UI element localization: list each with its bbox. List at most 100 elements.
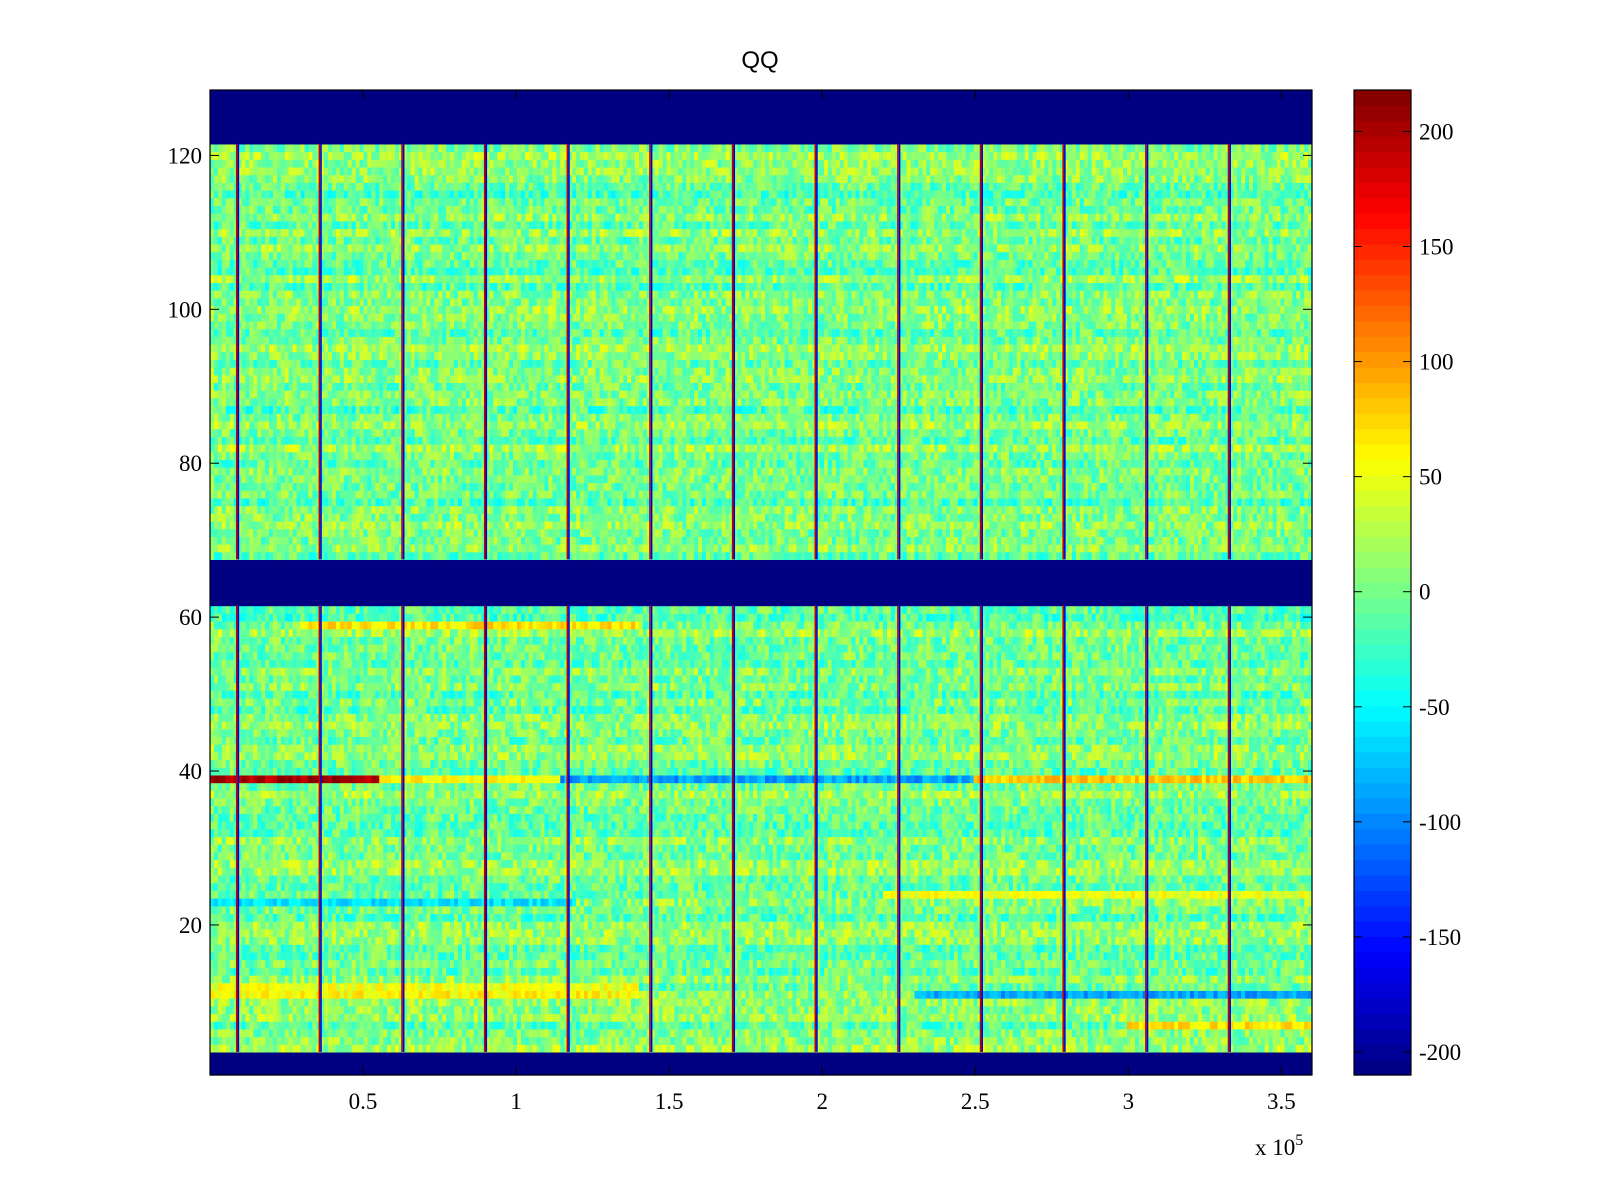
heatmap-cell bbox=[812, 1013, 817, 1022]
heatmap-cell bbox=[949, 990, 955, 999]
heatmap-cell bbox=[288, 951, 294, 961]
heatmap-cell bbox=[414, 1013, 420, 1022]
heatmap-cell bbox=[572, 959, 577, 968]
heatmap-cell bbox=[501, 967, 506, 976]
heatmap-cell bbox=[851, 1021, 856, 1030]
heatmap-cell bbox=[670, 990, 675, 999]
heatmap-cell bbox=[1252, 944, 1258, 953]
heatmap-cell bbox=[938, 1044, 943, 1053]
heatmap-cell bbox=[910, 936, 915, 945]
heatmap-cell bbox=[615, 998, 620, 1007]
heatmap-cell bbox=[1103, 959, 1108, 968]
heatmap-cell bbox=[918, 944, 923, 953]
heatmap-cell bbox=[642, 944, 648, 953]
heatmap-cell bbox=[556, 1036, 561, 1045]
heatmap-cell bbox=[473, 921, 479, 930]
heatmap-cell bbox=[1095, 959, 1100, 968]
heatmap-cell bbox=[261, 1021, 266, 1030]
heatmap-cell bbox=[1079, 990, 1085, 999]
heatmap-cell bbox=[1083, 982, 1089, 991]
heatmap-cell bbox=[1268, 1036, 1274, 1045]
heatmap-cell bbox=[497, 1005, 502, 1015]
heatmap-cell bbox=[461, 967, 467, 976]
heatmap-cell bbox=[422, 1005, 427, 1015]
heatmap-cell bbox=[1048, 967, 1053, 976]
heatmap-cell bbox=[1217, 959, 1222, 968]
heatmap-cell bbox=[1150, 921, 1156, 930]
heatmap-cell bbox=[1036, 1036, 1041, 1045]
heatmap-cell bbox=[768, 1005, 774, 1015]
heatmap-cell bbox=[867, 936, 872, 945]
heatmap-cell bbox=[217, 990, 223, 999]
heatmap-cell bbox=[1217, 936, 1222, 945]
heatmap-cell bbox=[320, 967, 325, 976]
heatmap-cell bbox=[1064, 951, 1069, 961]
heatmap-cell bbox=[1182, 1036, 1187, 1045]
heatmap-cell bbox=[1079, 967, 1085, 976]
heatmap-cell bbox=[796, 921, 801, 930]
heatmap-cell bbox=[1032, 951, 1037, 961]
heatmap-cell bbox=[942, 1044, 947, 1053]
heatmap-cell bbox=[922, 1044, 927, 1053]
heatmap-cell bbox=[591, 1005, 597, 1015]
heatmap-cell bbox=[261, 998, 266, 1007]
heatmap-cell bbox=[276, 959, 282, 968]
heatmap-cell bbox=[568, 990, 573, 999]
heatmap-cell bbox=[548, 1028, 553, 1038]
heatmap-cell bbox=[1241, 1013, 1246, 1022]
heatmap-cell bbox=[548, 944, 553, 953]
heatmap-cell bbox=[965, 928, 971, 938]
heatmap-cell bbox=[646, 1028, 652, 1038]
heatmap-cell bbox=[1225, 936, 1230, 945]
heatmap-cell bbox=[351, 951, 357, 961]
heatmap-cell bbox=[288, 959, 294, 968]
heatmap-cell bbox=[930, 944, 935, 953]
heatmap-cell bbox=[753, 959, 758, 968]
heatmap-cell bbox=[981, 990, 986, 999]
heatmap-cell bbox=[670, 1044, 675, 1053]
heatmap-cell bbox=[434, 951, 439, 961]
heatmap-cell bbox=[1111, 951, 1116, 961]
heatmap-cell bbox=[666, 967, 671, 976]
heatmap-cell bbox=[981, 998, 986, 1007]
heatmap-cell bbox=[879, 1021, 884, 1030]
heatmap-cell bbox=[430, 928, 435, 938]
heatmap-cell bbox=[1071, 998, 1077, 1007]
heatmap-cell bbox=[926, 1028, 931, 1038]
heatmap-cell bbox=[1032, 944, 1037, 953]
heatmap-cell bbox=[261, 1044, 266, 1053]
heatmap-cell bbox=[324, 1036, 329, 1045]
heatmap-cell bbox=[304, 982, 309, 991]
heatmap-cell bbox=[477, 951, 483, 961]
heatmap-cell bbox=[607, 974, 612, 984]
heatmap-cell bbox=[595, 959, 601, 968]
heatmap-cell bbox=[229, 967, 235, 976]
heatmap-cell bbox=[465, 944, 471, 953]
heatmap-cell bbox=[221, 936, 227, 945]
heatmap-cell bbox=[615, 951, 620, 961]
heatmap-cell bbox=[682, 944, 687, 953]
heatmap-cell bbox=[493, 936, 498, 945]
heatmap-cell bbox=[599, 998, 605, 1007]
heatmap-cell bbox=[343, 928, 349, 938]
heatmap-cell bbox=[1123, 959, 1128, 968]
heatmap-cell bbox=[548, 982, 553, 991]
heatmap-cell bbox=[540, 921, 546, 930]
heatmap-cell bbox=[457, 928, 463, 938]
heatmap-cell bbox=[1296, 982, 1301, 991]
heatmap-cell bbox=[371, 974, 376, 984]
heatmap-cell bbox=[296, 1028, 302, 1038]
heatmap-cell bbox=[843, 1005, 849, 1015]
heatmap-cell bbox=[879, 1036, 884, 1045]
heatmap-cell bbox=[383, 1044, 388, 1053]
heatmap-cell bbox=[1186, 1021, 1191, 1030]
heatmap-cell bbox=[654, 951, 660, 961]
heatmap-cell bbox=[753, 982, 758, 991]
heatmap-cell bbox=[890, 1044, 896, 1053]
heatmap-cell bbox=[985, 1028, 990, 1038]
heatmap-cell bbox=[1217, 1028, 1222, 1038]
heatmap-cell bbox=[1166, 921, 1171, 930]
heatmap-cell bbox=[516, 913, 522, 922]
heatmap-cell bbox=[875, 1044, 880, 1053]
heatmap-cell bbox=[450, 1021, 455, 1030]
